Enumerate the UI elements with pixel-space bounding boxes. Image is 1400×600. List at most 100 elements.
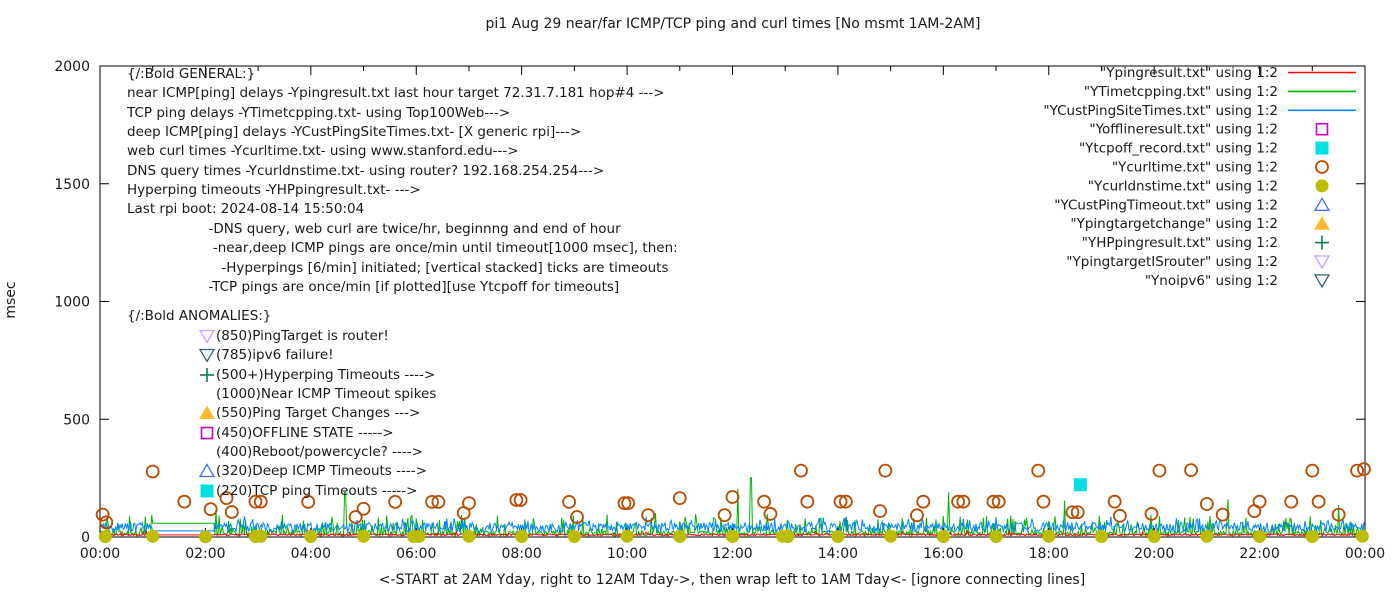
data-point (873, 504, 887, 518)
data-point (356, 501, 371, 516)
data-point (1073, 478, 1087, 492)
x-tick-label: 16:00 (923, 546, 963, 562)
data-point (884, 529, 898, 543)
data-point (1070, 505, 1085, 520)
legend-label: "YCustPingSiteTimes.txt" using 1:2 (1043, 103, 1278, 119)
data-point (1253, 530, 1267, 544)
x-tick-label: 00:00 (80, 546, 120, 562)
data-point (304, 530, 318, 544)
legend-item: "Ycurldnstime.txt" using 1:2 (1088, 178, 1329, 194)
data-point (513, 493, 528, 507)
data-point (838, 494, 853, 509)
data-point (1031, 463, 1046, 478)
data-point (956, 494, 971, 509)
data-point (989, 530, 1003, 544)
data-point (1284, 494, 1299, 509)
filled-square-icon (1315, 141, 1329, 155)
data-point (1144, 507, 1159, 521)
data-point (224, 505, 239, 519)
data-point (1305, 463, 1320, 478)
data-point (570, 510, 584, 524)
y-tick-label: 1500 (54, 177, 90, 193)
legend-label: "Ypingresult.txt" using 1:2 (1100, 65, 1278, 81)
data-point (781, 530, 795, 544)
data-point (878, 463, 893, 478)
data-point (412, 530, 426, 544)
data-point (198, 530, 212, 544)
data-point (725, 490, 740, 504)
data-point (253, 494, 268, 509)
data-point (763, 507, 778, 521)
data-point (1107, 494, 1122, 509)
x-tick-label: 06:00 (396, 546, 436, 562)
data-point (562, 495, 577, 509)
x-tick-label: 12:00 (712, 546, 752, 562)
data-point (462, 496, 476, 510)
data-point (515, 530, 529, 544)
data-point (388, 495, 403, 509)
legend-item: "Ynoipv6" using 1:2 (1145, 273, 1331, 289)
data-point (567, 530, 581, 544)
data-point (357, 529, 371, 543)
legend-item: "YCustPingSiteTimes.txt" using 1:2 (1043, 103, 1356, 119)
legend-item: "Ytcpoff_record.txt" using 1:2 (1079, 141, 1329, 157)
data-point (1199, 497, 1214, 511)
open-circle-icon (1315, 160, 1329, 174)
x-tick-label: 22:00 (1239, 546, 1279, 562)
legend-label: "Ypingtargetchange" using 1:2 (1070, 216, 1278, 232)
y-tick-label: 0 (81, 530, 90, 546)
plot-area: 0 500 1000 1500 2000 00:00 02:00 04:00 06:00 08:0… (54, 59, 1385, 562)
data-point (1350, 463, 1364, 478)
scatter-series (1073, 478, 1087, 492)
data-point (641, 508, 656, 522)
data-point (757, 494, 772, 509)
legend-label: "Ynoipv6" using 1:2 (1145, 273, 1278, 289)
legend-label: "YCustPingTimeout.txt" using 1:2 (1054, 197, 1278, 213)
data-point (1252, 494, 1267, 509)
x-tick-label: 18:00 (1029, 546, 1069, 562)
data-point (254, 529, 268, 543)
data-point (1311, 494, 1326, 509)
data-point (951, 494, 965, 509)
data-point (991, 494, 1006, 509)
legend-item: "YCustPingTimeout.txt" using 1:2 (1054, 197, 1331, 213)
scatter-series (98, 529, 1369, 544)
data-point (833, 494, 848, 509)
data-point (794, 463, 808, 478)
legend-item: "YTimetcpping.txt" using 1:2 (1084, 84, 1356, 100)
y-tick-label: 500 (63, 412, 90, 428)
legend-item: "Yofflineresult.txt" using 1:2 (1089, 122, 1329, 138)
x-tick-label: 10:00 (607, 546, 647, 562)
y-axis-label: msec (3, 281, 19, 318)
open-triangle-down-icon (1313, 255, 1331, 270)
legend-item: "Ycurltime.txt" using 1:2 (1112, 160, 1329, 176)
legend-label: "Ytcpoff_record.txt" using 1:2 (1079, 141, 1278, 157)
data-point (431, 495, 446, 509)
x-tick-label: 08:00 (501, 546, 541, 562)
axes-group: 0 500 1000 1500 2000 00:00 02:00 04:00 06:00 08:0… (54, 59, 1385, 562)
data-point (986, 494, 1001, 509)
x-tick-label: 04:00 (291, 546, 331, 562)
legend-label: "YTimetcpping.txt" using 1:2 (1084, 84, 1278, 100)
data-point (672, 491, 687, 506)
plus-icon (1315, 235, 1329, 250)
open-triangle-down-icon (1313, 274, 1331, 289)
data-point (620, 529, 634, 543)
data-point (219, 491, 234, 506)
data-point (1113, 508, 1127, 523)
data-point (936, 530, 950, 544)
chart-title: pi1 Aug 29 near/far ICMP/TCP ping and cu… (486, 16, 981, 32)
line-series-group (99, 477, 1366, 538)
data-point (673, 530, 687, 544)
data-point (203, 502, 218, 517)
data-point (301, 495, 316, 509)
data-point (1305, 530, 1319, 544)
data-point (509, 493, 524, 507)
data-point (98, 530, 112, 544)
data-point (910, 508, 924, 523)
open-triangle-up-icon (1313, 197, 1331, 211)
data-point (831, 530, 845, 544)
filled-triangle-up-icon (1314, 216, 1330, 230)
